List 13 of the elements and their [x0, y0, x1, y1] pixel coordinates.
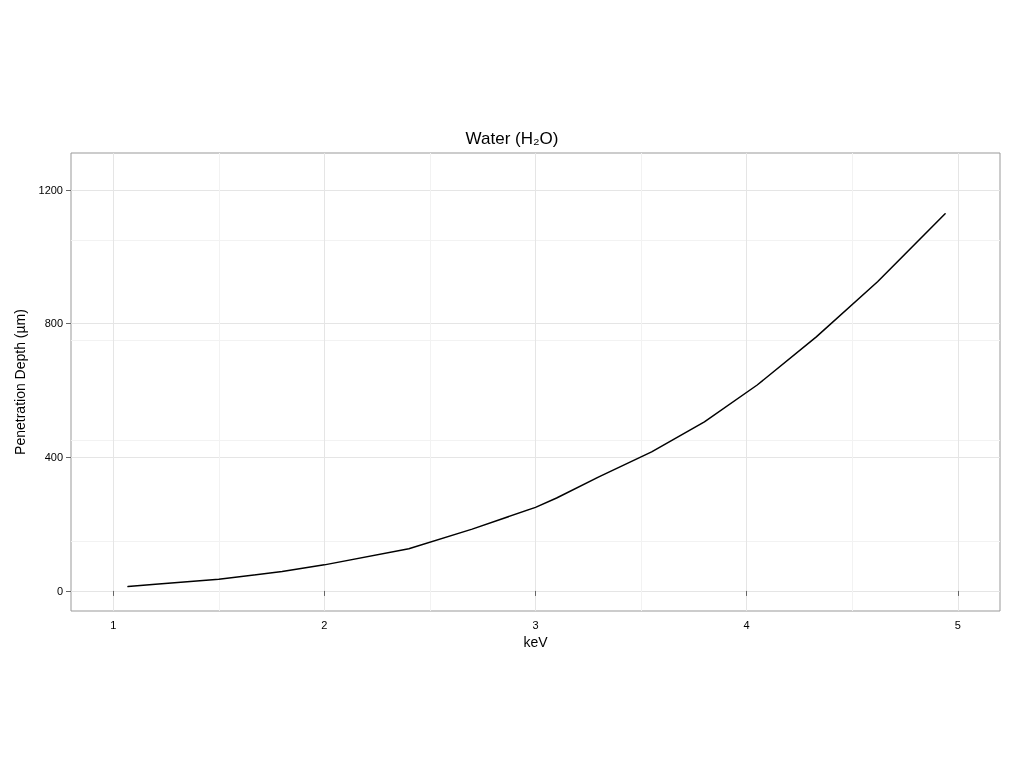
y-tick-label: 1200 [38, 183, 63, 196]
y-tick-label: 400 [44, 451, 63, 464]
x-axis-title: keV [523, 633, 549, 650]
y-tick-label: 800 [44, 317, 63, 330]
x-tick-label: 3 [532, 618, 539, 631]
line-series [127, 213, 946, 588]
x-tick-label: 1 [110, 618, 117, 631]
x-tick-label: 2 [321, 618, 328, 631]
y-tick-label: 0 [56, 584, 63, 597]
x-tick-label: 5 [954, 618, 961, 631]
chart-title: Water (H₂O) [465, 129, 559, 148]
x-tick-label: 4 [743, 618, 750, 631]
y-axis-title: Penetration Depth (µm) [12, 309, 28, 455]
